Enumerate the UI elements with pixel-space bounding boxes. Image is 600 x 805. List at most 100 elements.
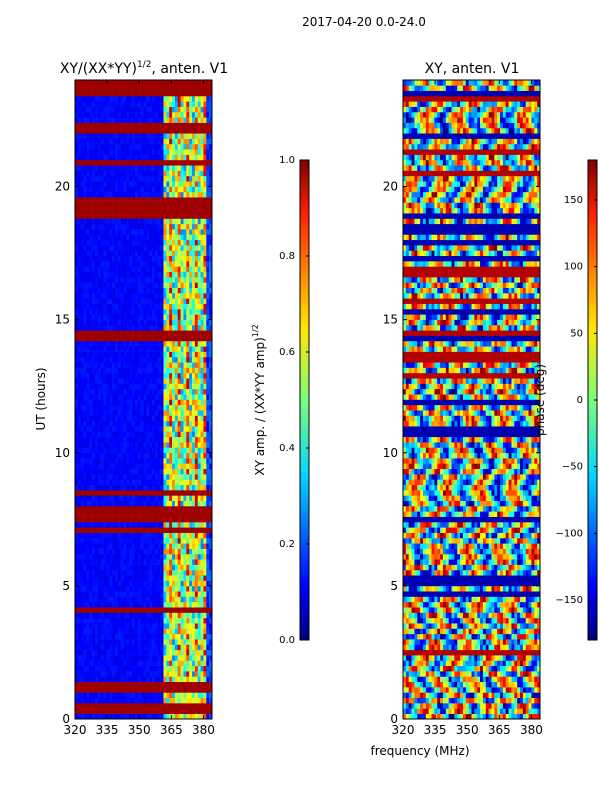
heatmap-cell	[154, 383, 159, 390]
heatmap-cell	[132, 245, 136, 251]
heatmap-cell	[189, 692, 193, 699]
heatmap-cell	[100, 564, 104, 571]
heatmap-cell	[194, 596, 199, 603]
heatmap-cell	[103, 580, 107, 587]
heatmap-cell	[114, 474, 119, 480]
heatmap-cell	[94, 245, 99, 251]
heatmap-cell	[200, 330, 204, 336]
heatmap-cell	[189, 585, 193, 592]
heatmap-cell	[143, 697, 147, 704]
heatmap-cell	[194, 479, 199, 486]
heatmap-cell	[80, 596, 84, 603]
heatmap-cell	[129, 271, 133, 278]
heatmap-cell	[94, 591, 99, 597]
heatmap-cell	[89, 197, 93, 203]
heatmap-cell	[92, 250, 96, 257]
heatmap-cell	[172, 271, 176, 278]
heatmap-cell	[80, 617, 84, 624]
heatmap-cell	[160, 596, 164, 603]
heatmap-cell	[209, 378, 213, 384]
heatmap-cell	[197, 330, 201, 336]
heatmap-cell	[186, 436, 190, 443]
heatmap-cell	[100, 708, 104, 714]
heatmap-cell	[132, 207, 136, 214]
heatmap-cell	[97, 346, 101, 352]
heatmap-cell	[189, 676, 193, 683]
heatmap-cell	[106, 367, 110, 374]
heatmap-cell	[137, 287, 141, 294]
heatmap-cell	[157, 676, 161, 683]
heatmap-cell	[149, 314, 153, 320]
heatmap-cell	[160, 591, 164, 597]
heatmap-cell	[186, 463, 190, 470]
heatmap-cell	[154, 175, 159, 182]
heatmap-cell	[80, 346, 84, 352]
heatmap-cell	[112, 356, 116, 363]
heatmap-cell	[180, 543, 184, 549]
heatmap-cell	[123, 287, 127, 294]
heatmap-cell	[126, 197, 130, 203]
heatmap-cell	[209, 335, 213, 342]
heatmap-cell	[86, 537, 90, 544]
heatmap-cell	[166, 628, 170, 635]
heatmap-cell	[143, 495, 147, 501]
heatmap-cell	[152, 490, 156, 496]
heatmap-cell	[100, 580, 104, 587]
heatmap-cell	[134, 479, 139, 486]
heatmap-cell	[183, 223, 187, 230]
heatmap-cell	[80, 415, 84, 422]
heatmap-cell	[94, 261, 99, 267]
heatmap-cell	[152, 330, 156, 336]
heatmap-cell	[157, 346, 161, 352]
heatmap-cell	[197, 474, 201, 480]
heatmap-cell	[89, 234, 93, 241]
heatmap-cell	[163, 500, 167, 507]
heatmap-cell	[206, 271, 210, 278]
heatmap-cell	[94, 474, 99, 480]
heatmap-cell	[92, 410, 96, 416]
heatmap-cell	[146, 644, 150, 651]
heatmap-cell	[194, 223, 199, 230]
heatmap-cell	[143, 218, 147, 225]
heatmap-cell	[83, 644, 87, 651]
heatmap-cell	[174, 229, 179, 235]
heatmap-cell	[172, 490, 176, 496]
heatmap-cell	[197, 170, 201, 177]
heatmap-cell	[200, 314, 204, 320]
heatmap-cell	[94, 447, 99, 454]
heatmap-cell	[186, 415, 190, 422]
heatmap-cell	[209, 612, 213, 619]
heatmap-cell	[146, 468, 150, 475]
heatmap-cell	[123, 362, 127, 368]
heatmap-cell	[206, 165, 210, 171]
heatmap-cell	[100, 207, 104, 214]
heatmap-cell	[100, 697, 104, 704]
heatmap-cell	[89, 687, 93, 693]
heatmap-cell	[163, 367, 167, 374]
heatmap-cell	[100, 458, 104, 464]
heatmap-cell	[203, 362, 207, 368]
heatmap-cell	[194, 340, 199, 347]
heatmap-cell	[97, 521, 101, 528]
heatmap-cell	[112, 649, 116, 656]
heatmap-cell	[114, 261, 119, 267]
heatmap-cell	[154, 197, 159, 203]
heatmap-cell	[89, 537, 93, 544]
heatmap-cell	[169, 575, 173, 581]
heatmap-cell	[77, 447, 81, 454]
heatmap-cell	[129, 676, 133, 683]
heatmap-cell	[152, 452, 156, 459]
heatmap-cell	[186, 580, 190, 587]
heatmap-cell	[200, 665, 204, 672]
heatmap-cell	[174, 532, 179, 539]
heatmap-cell	[206, 697, 210, 704]
heatmap-cell	[152, 298, 156, 304]
heatmap-cell	[189, 617, 193, 624]
heatmap-cell	[172, 165, 176, 171]
heatmap-cell	[172, 319, 176, 326]
heatmap-cell	[97, 436, 101, 443]
heatmap-cell	[180, 639, 184, 645]
heatmap-cell	[75, 543, 79, 549]
heatmap-cell	[77, 367, 81, 374]
heatmap-cell	[117, 399, 121, 406]
